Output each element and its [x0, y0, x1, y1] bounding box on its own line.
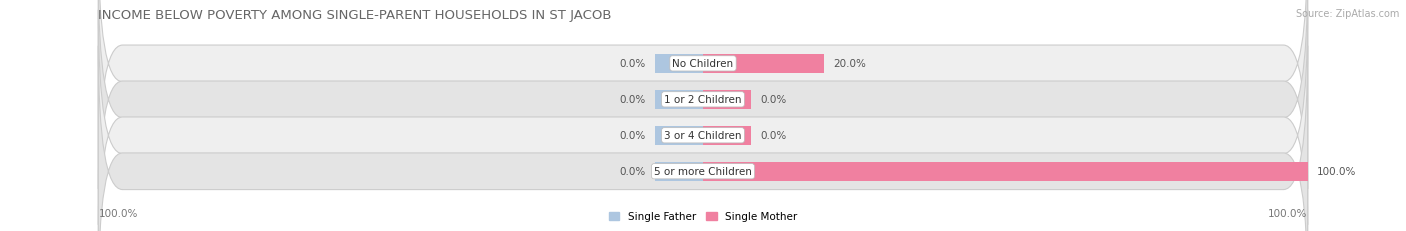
Bar	[703, 91, 751, 109]
FancyBboxPatch shape	[98, 11, 1308, 231]
Text: 0.0%: 0.0%	[619, 59, 645, 69]
Bar	[655, 91, 703, 109]
Text: 5 or more Children: 5 or more Children	[654, 167, 752, 176]
FancyBboxPatch shape	[98, 47, 1308, 231]
Bar	[655, 126, 703, 145]
FancyBboxPatch shape	[98, 0, 1308, 189]
Text: 20.0%: 20.0%	[832, 59, 866, 69]
Legend: Single Father, Single Mother: Single Father, Single Mother	[609, 211, 797, 221]
Text: 3 or 4 Children: 3 or 4 Children	[664, 131, 742, 141]
Text: Source: ZipAtlas.com: Source: ZipAtlas.com	[1295, 9, 1399, 19]
Text: 100.0%: 100.0%	[98, 208, 138, 218]
Text: 0.0%: 0.0%	[619, 167, 645, 176]
Bar	[655, 162, 703, 181]
Text: INCOME BELOW POVERTY AMONG SINGLE-PARENT HOUSEHOLDS IN ST JACOB: INCOME BELOW POVERTY AMONG SINGLE-PARENT…	[98, 9, 612, 22]
Text: No Children: No Children	[672, 59, 734, 69]
Bar	[703, 126, 751, 145]
Text: 100.0%: 100.0%	[1316, 167, 1355, 176]
Bar	[703, 55, 824, 73]
Text: 0.0%: 0.0%	[761, 95, 787, 105]
Bar	[703, 162, 1308, 181]
Bar	[655, 55, 703, 73]
Text: 100.0%: 100.0%	[1268, 208, 1308, 218]
Text: 0.0%: 0.0%	[619, 131, 645, 141]
FancyBboxPatch shape	[98, 0, 1308, 225]
Text: 0.0%: 0.0%	[619, 95, 645, 105]
Text: 0.0%: 0.0%	[761, 131, 787, 141]
Text: 1 or 2 Children: 1 or 2 Children	[664, 95, 742, 105]
